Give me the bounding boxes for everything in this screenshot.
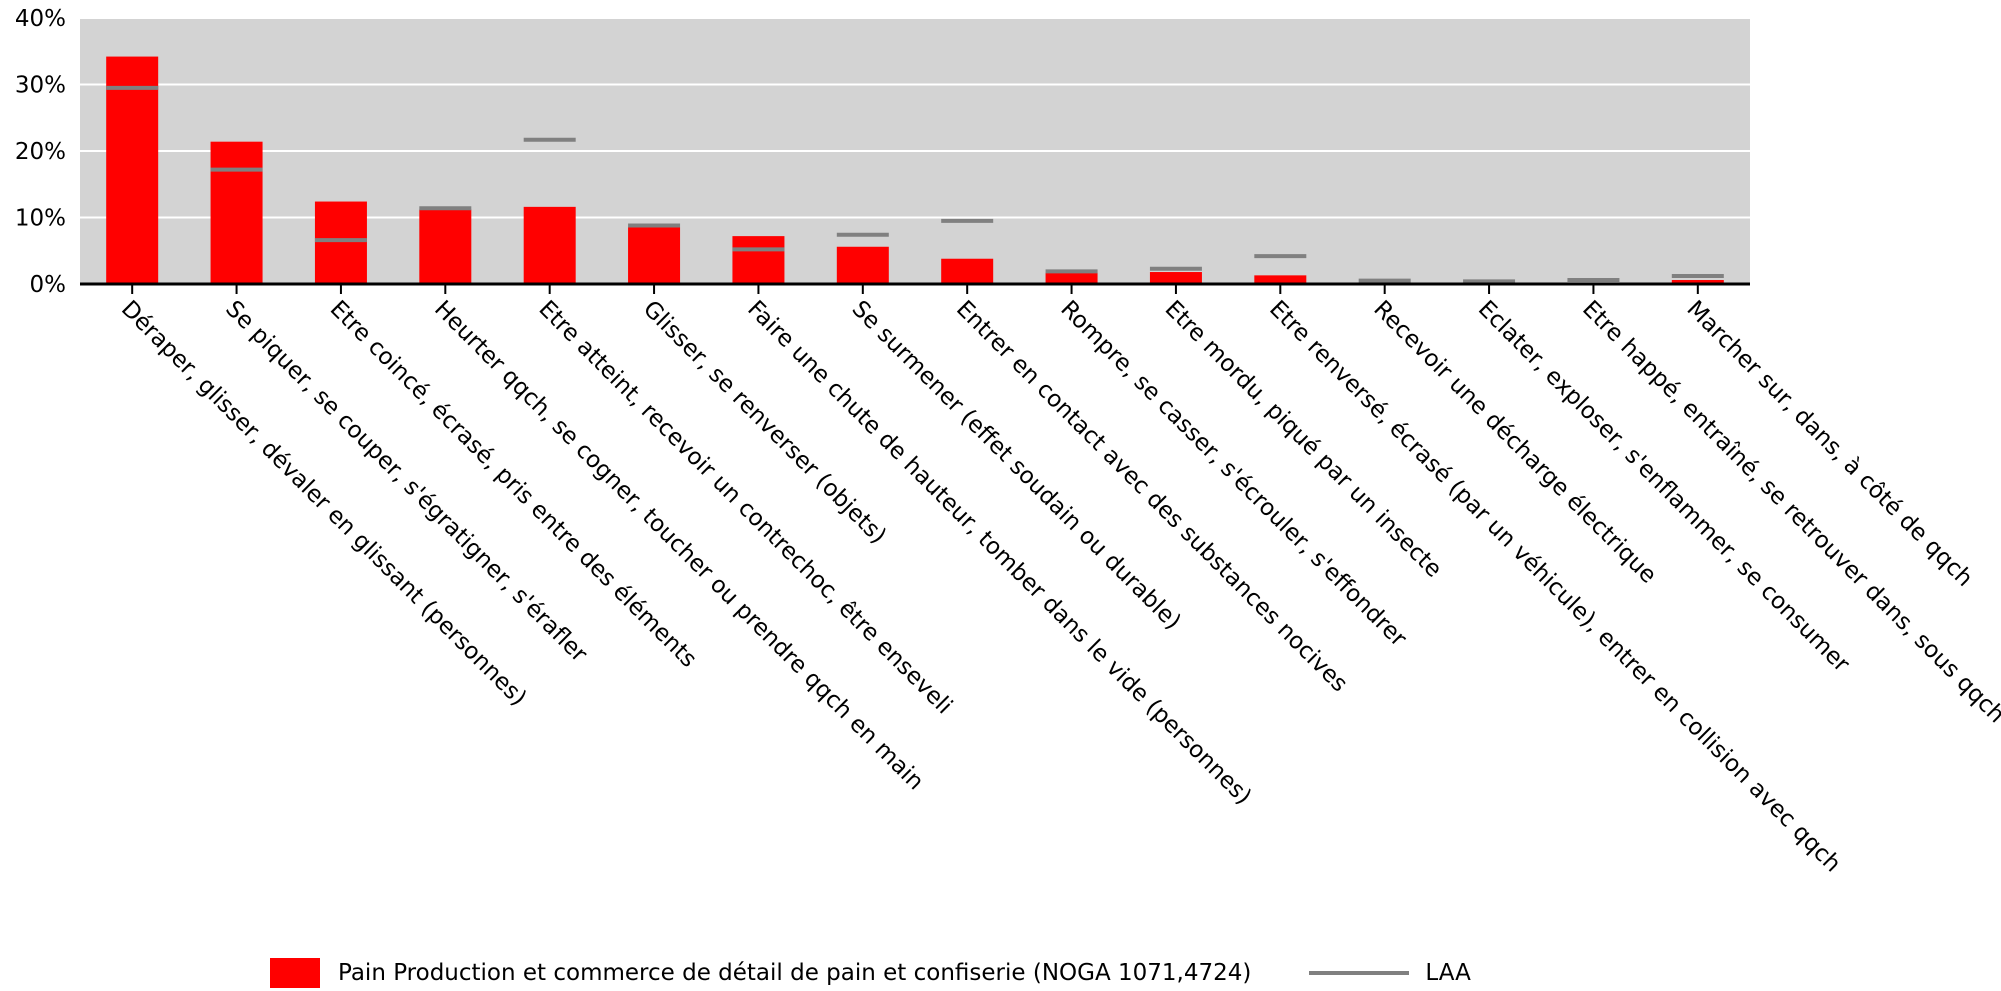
x-tick-label: Déraper, glisser, dévaler en glissant (p… — [116, 296, 531, 711]
bar — [1150, 272, 1202, 284]
x-axis-ticks: Déraper, glisser, dévaler en glissant (p… — [116, 284, 2001, 877]
chart: 0% 10% 20% 30% 40% Déraper, glisser, dévaler… — [0, 0, 2001, 960]
y-tick-label: 0% — [30, 272, 67, 298]
bar — [1046, 273, 1098, 284]
legend-label-line: LAA — [1425, 960, 1470, 986]
legend: Pain Production et commerce de détail de… — [270, 955, 1471, 991]
y-tick-label: 40% — [15, 6, 66, 32]
x-tick-label: Eclater, exploser, s'enflammer, se consu… — [1473, 296, 1855, 678]
bar — [106, 57, 158, 284]
y-tick-label: 20% — [15, 139, 66, 165]
legend-swatch-bar — [270, 958, 320, 988]
legend-swatch-line — [1309, 971, 1409, 975]
bar — [732, 236, 784, 284]
bar — [524, 207, 576, 284]
legend-label-bar: Pain Production et commerce de détail de… — [338, 960, 1251, 986]
x-tick-label: Se piquer, se couper, s'égratigner, s'ér… — [220, 296, 592, 668]
x-tick-label: Etre coincé, écrasé, pris entre des élém… — [325, 296, 702, 673]
bar — [941, 259, 993, 284]
y-tick-label: 30% — [15, 73, 66, 99]
x-tick-label: Rompre, se casser, s'écrouler, s'effondr… — [1055, 296, 1411, 652]
bar — [837, 247, 889, 284]
bar — [315, 202, 367, 284]
x-tick-label: Heurter qqch, se cogner, toucher ou pren… — [429, 296, 928, 795]
y-tick-label: 10% — [15, 206, 66, 232]
x-tick-label: Entrer en contact avec des substances no… — [951, 296, 1352, 697]
x-tick-label: Faire une chute de hauteur, tomber dans … — [742, 296, 1256, 810]
y-axis-ticks: 0% 10% 20% 30% 40% — [15, 6, 66, 298]
bar — [628, 227, 680, 284]
bar — [419, 210, 471, 284]
bar — [211, 142, 263, 284]
